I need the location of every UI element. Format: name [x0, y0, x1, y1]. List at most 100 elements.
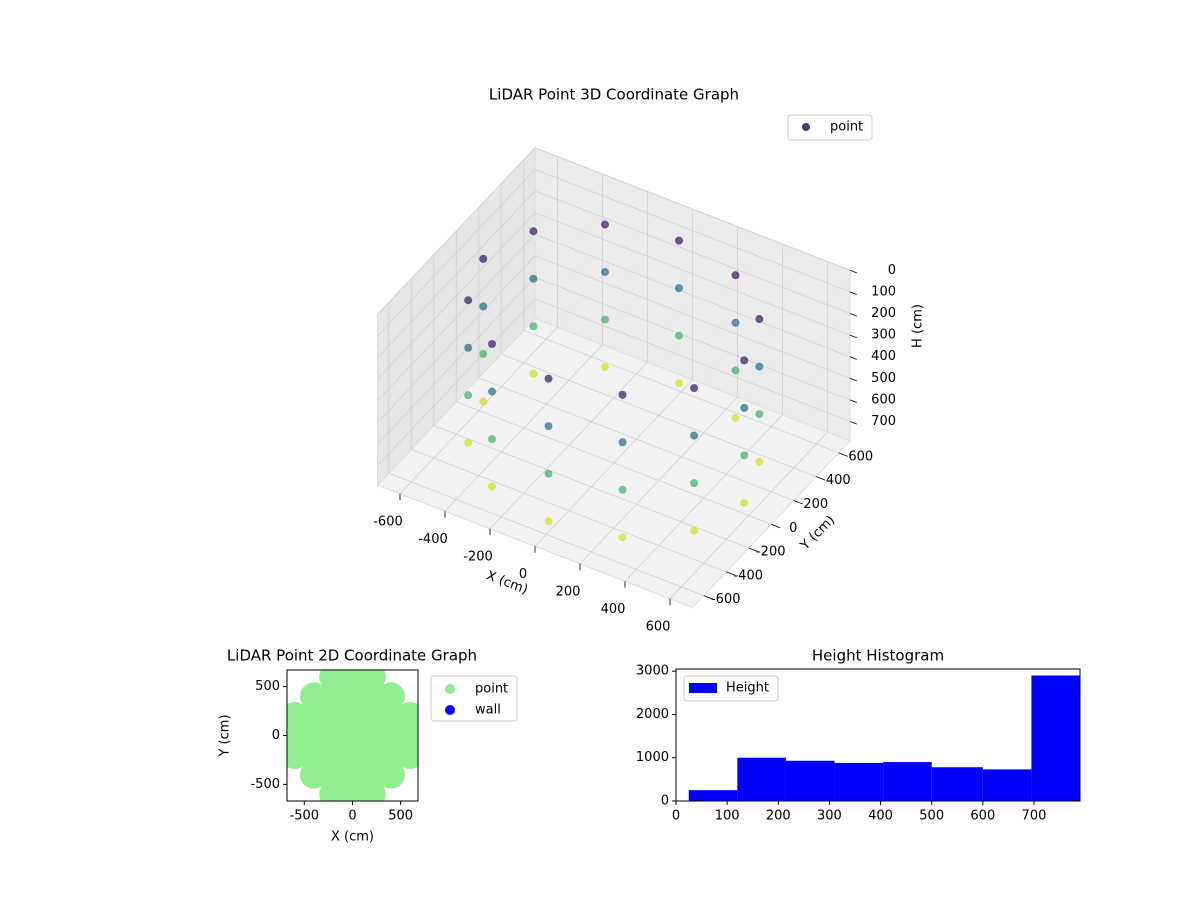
point — [529, 227, 538, 236]
legend-marker — [445, 705, 455, 715]
y-tick-label: 2000 — [636, 707, 669, 722]
x-tick-label: 400 — [601, 602, 626, 617]
grid-line — [534, 147, 851, 271]
legend-label: wall — [475, 703, 501, 718]
point — [488, 482, 497, 491]
point — [396, 741, 418, 770]
point — [755, 457, 764, 466]
point — [464, 343, 473, 352]
bar — [883, 762, 932, 801]
y-tick — [838, 452, 848, 457]
y-tick-label: 0 — [789, 521, 797, 536]
x-tick-label: 0 — [348, 809, 356, 824]
point — [731, 271, 740, 280]
y-tick — [816, 476, 826, 481]
point — [357, 760, 386, 789]
grid-line — [534, 298, 851, 422]
point — [299, 701, 328, 730]
point — [690, 526, 699, 535]
x-tick-label: 700 — [1022, 809, 1047, 824]
point — [357, 780, 386, 801]
z-tick-label: 300 — [871, 328, 896, 343]
z-axis-label: H (cm) — [911, 304, 926, 348]
point — [338, 701, 367, 730]
chart-title: Height Histogram — [812, 647, 944, 665]
point — [479, 302, 488, 311]
point — [338, 682, 367, 711]
point — [357, 682, 386, 711]
legend-label: point — [830, 120, 863, 135]
point — [319, 701, 348, 730]
grid-line — [377, 255, 536, 423]
bar — [834, 762, 884, 801]
point — [690, 384, 699, 393]
bar — [931, 767, 983, 801]
point — [618, 533, 627, 542]
grid-line — [534, 277, 851, 401]
z-tick-label: 0 — [888, 263, 896, 278]
grid-line — [377, 147, 536, 315]
grid-line — [534, 233, 851, 358]
z-tick — [849, 421, 857, 425]
z-tick — [849, 399, 857, 403]
point — [544, 469, 553, 478]
legend-box — [683, 675, 779, 702]
point — [464, 438, 473, 447]
point — [299, 682, 328, 711]
point — [690, 431, 699, 440]
point — [299, 741, 328, 770]
x-tick-label: 400 — [868, 809, 893, 824]
grid-line — [534, 169, 851, 293]
grid-line — [456, 401, 772, 525]
point — [675, 236, 683, 245]
y-tick — [703, 595, 713, 600]
point — [464, 296, 473, 305]
grid-line — [523, 329, 839, 454]
y-tick-label: 400 — [826, 473, 851, 488]
point — [479, 397, 488, 406]
point — [740, 356, 749, 365]
grid-line — [534, 190, 851, 314]
bar — [1031, 675, 1080, 801]
point — [740, 451, 749, 460]
point — [600, 363, 609, 372]
chart-title: LiDAR Point 2D Coordinate Graph — [227, 647, 477, 665]
point — [319, 760, 348, 789]
y-axis-label: Y (cm) — [218, 714, 233, 757]
y-tick-label: -500 — [250, 777, 280, 792]
y-tick-label: 600 — [848, 449, 873, 464]
point — [675, 331, 683, 340]
legend-label: Height — [726, 681, 769, 696]
x-tick-label: -600 — [373, 514, 403, 529]
point — [529, 369, 538, 378]
plot-frame — [675, 668, 1081, 802]
point — [319, 721, 348, 750]
grid-line — [388, 472, 704, 597]
grid-line — [377, 298, 536, 466]
y-tick-label: 200 — [803, 497, 828, 512]
point — [357, 741, 386, 770]
legend-box — [787, 114, 873, 141]
point — [338, 760, 367, 789]
y-tick-label: 0 — [661, 794, 669, 809]
y-tick-label: -400 — [733, 568, 763, 583]
point — [600, 220, 609, 229]
point — [740, 403, 749, 412]
x-tick-label: 100 — [715, 809, 740, 824]
z-tick — [849, 269, 857, 274]
x-tick-label: 500 — [919, 809, 944, 824]
point — [675, 379, 683, 388]
point — [377, 760, 406, 789]
bar — [982, 769, 1032, 801]
x-tick-label: -200 — [463, 549, 493, 564]
point — [675, 284, 683, 293]
point — [755, 362, 764, 371]
point — [600, 315, 609, 324]
point — [464, 391, 473, 400]
point — [755, 315, 764, 324]
z-tick-label: 200 — [871, 306, 896, 321]
point — [740, 498, 749, 507]
point — [377, 701, 406, 730]
y-tick — [726, 571, 736, 576]
